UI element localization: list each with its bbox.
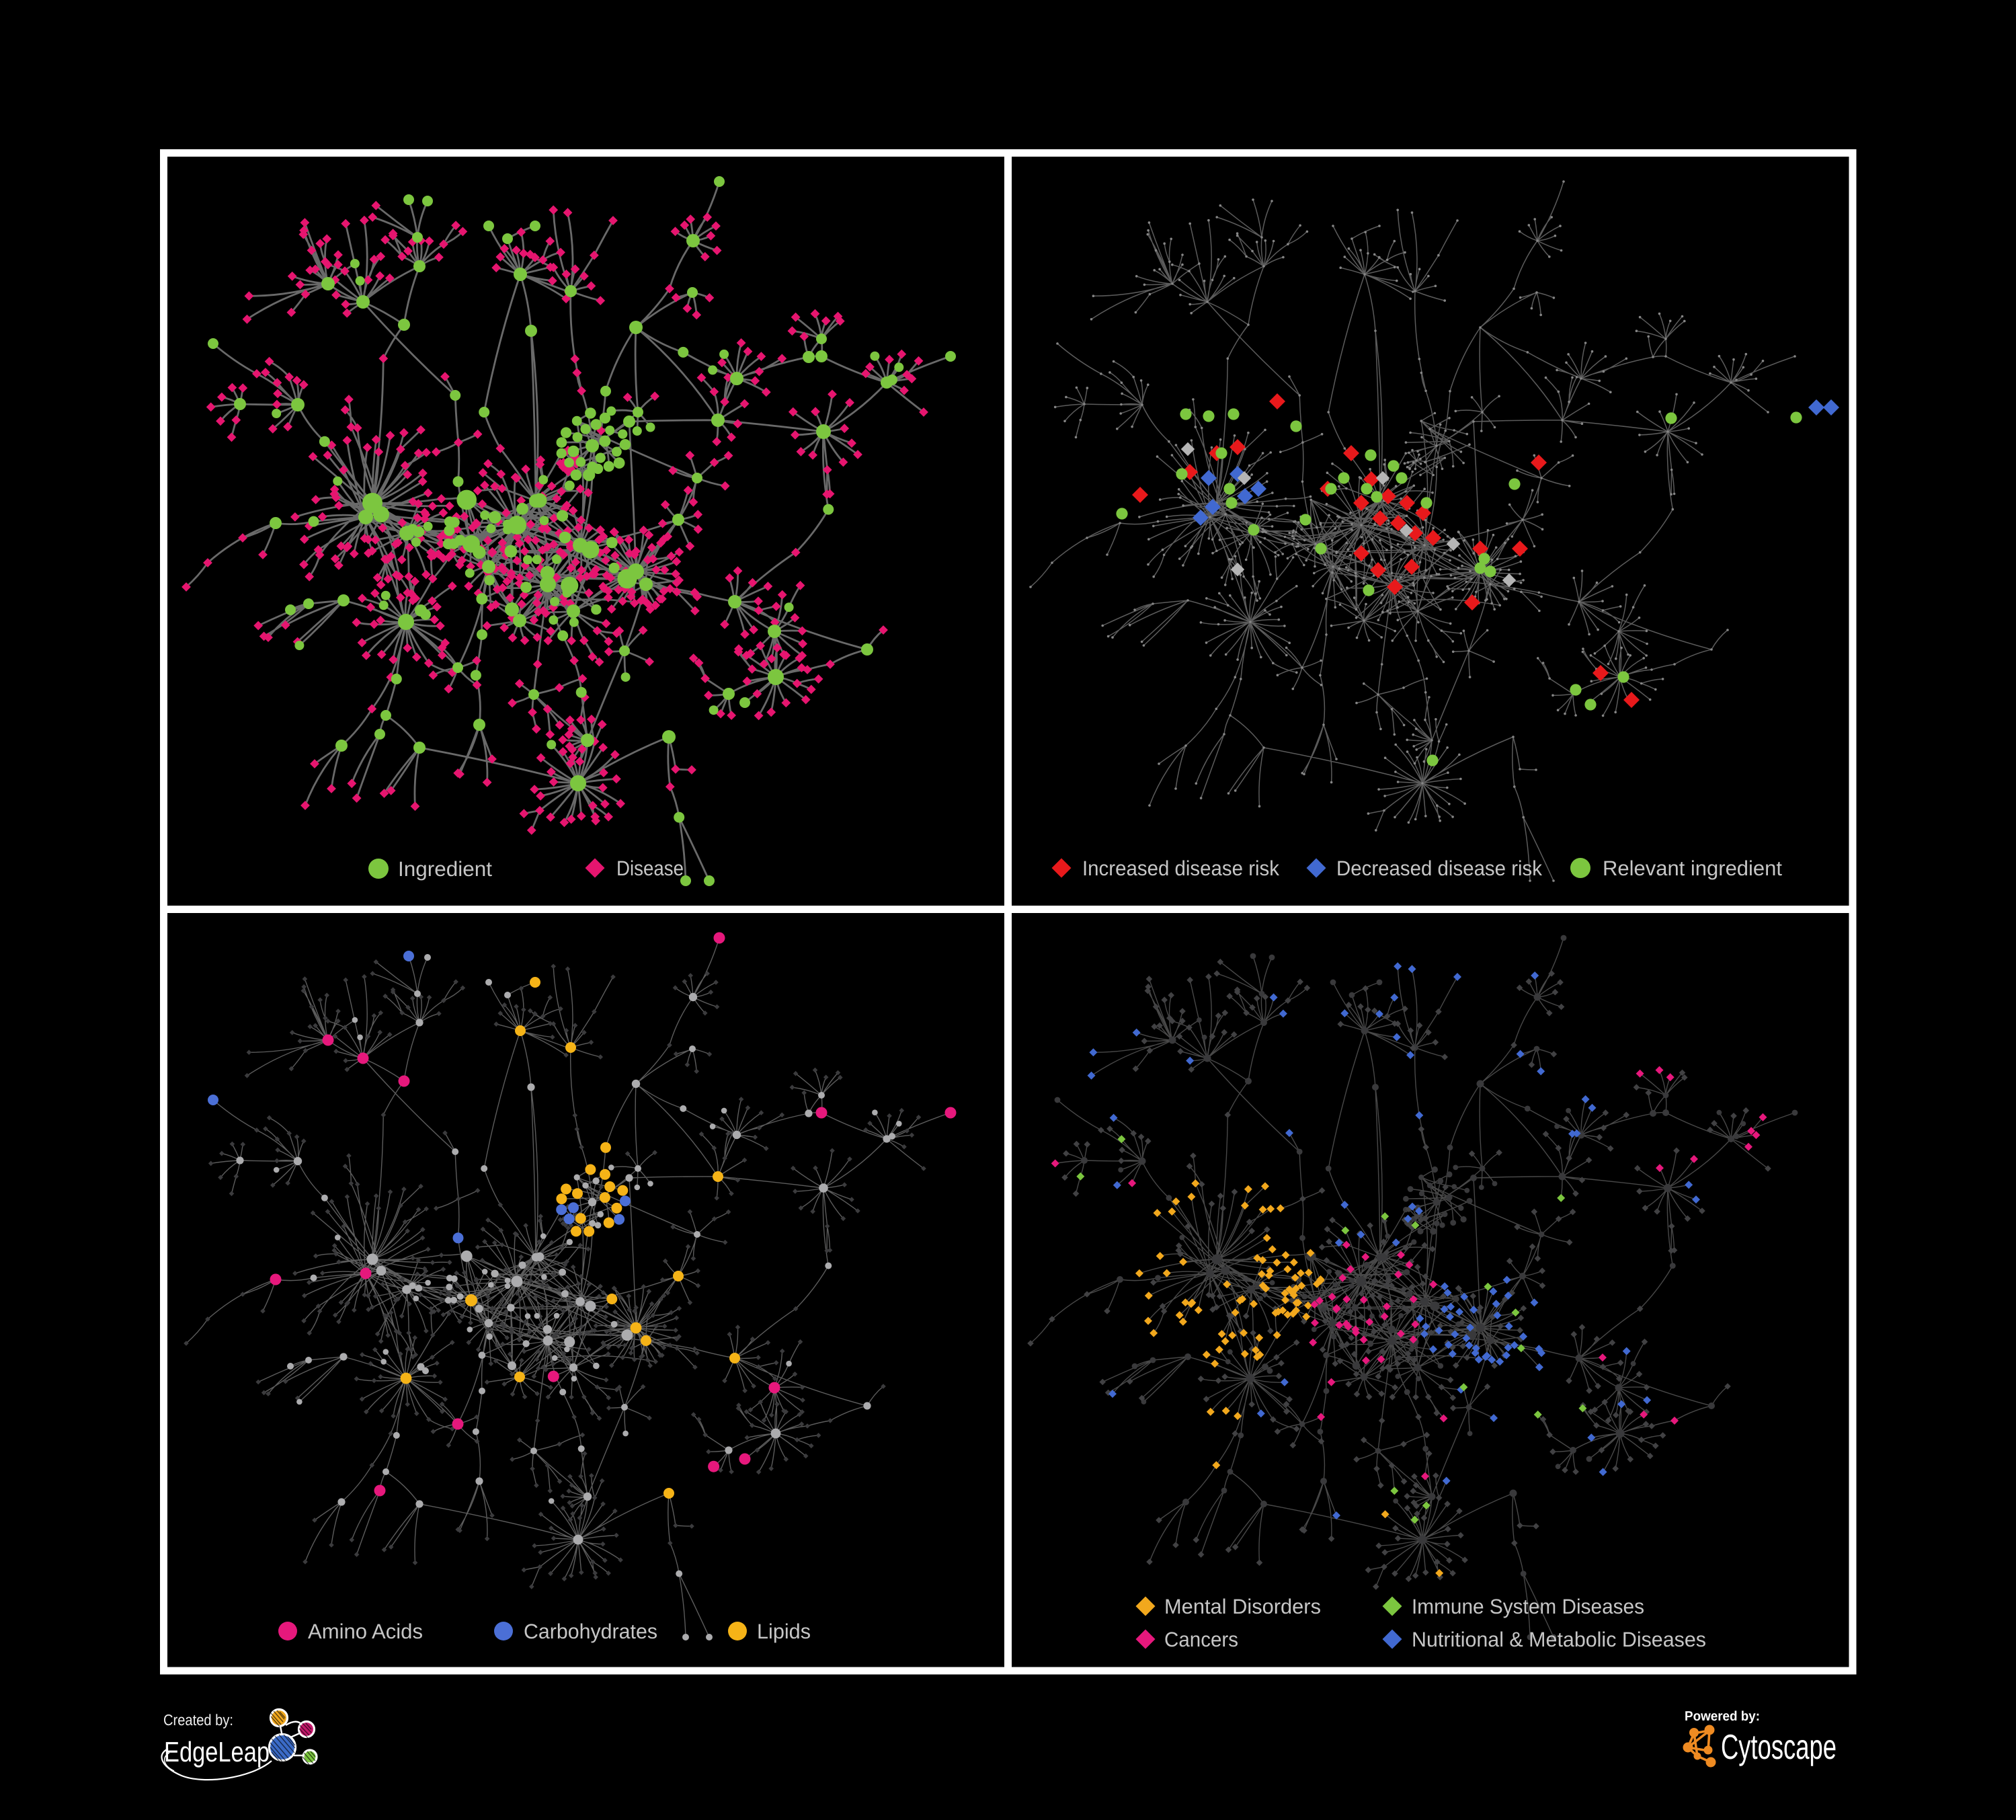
svg-text:EdgeLeap: EdgeLeap: [164, 1736, 270, 1768]
svg-text:Carbohydrates: Carbohydrates: [524, 1620, 657, 1643]
svg-text:Cytoscape: Cytoscape: [1721, 1728, 1837, 1767]
svg-text:Amino Acids: Amino Acids: [308, 1620, 423, 1643]
svg-text:Decreased disease risk: Decreased disease risk: [1336, 857, 1542, 880]
svg-text:Cancers: Cancers: [1164, 1628, 1238, 1651]
svg-text:Disease: Disease: [616, 857, 684, 880]
svg-text:Powered by:: Powered by:: [1685, 1709, 1760, 1724]
svg-text:Nutritional & Metabolic Diseas: Nutritional & Metabolic Diseases: [1412, 1628, 1706, 1651]
svg-text:Created by:: Created by:: [163, 1711, 233, 1729]
svg-text:Mental Disorders: Mental Disorders: [1164, 1595, 1321, 1618]
svg-text:Increased disease risk: Increased disease risk: [1082, 857, 1279, 880]
svg-text:Ingredient: Ingredient: [398, 857, 492, 881]
svg-text:Relevant ingredient: Relevant ingredient: [1603, 857, 1782, 880]
svg-text:Lipids: Lipids: [757, 1620, 811, 1643]
svg-text:Immune System Diseases: Immune System Diseases: [1412, 1595, 1644, 1618]
